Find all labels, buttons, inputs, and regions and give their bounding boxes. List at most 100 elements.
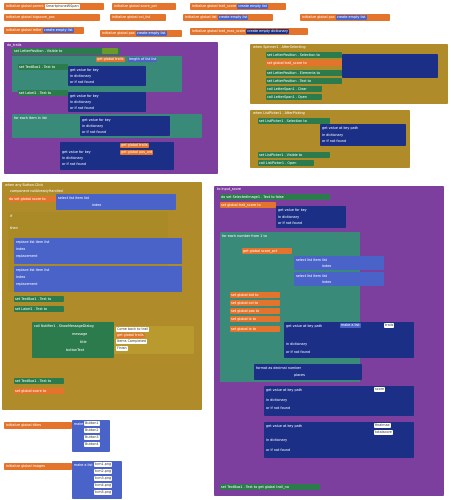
component-setter[interactable]: set Label1 . Text to (14, 306, 64, 312)
init-block[interactable]: initialize global images (4, 463, 72, 470)
init-block[interactable]: initialize global pos create empty list (300, 14, 390, 21)
variable-setter[interactable]: set global ix to (230, 326, 280, 332)
join-text[interactable]: Items Completed (116, 339, 148, 344)
dict-lookup[interactable]: get value at key path in dictionary or i… (264, 422, 414, 458)
format-decimal[interactable]: format as decimal number places (254, 364, 362, 380)
component-call[interactable]: call ListPicker1 . Open (258, 160, 314, 166)
setter-label: set global trail_score to (267, 61, 307, 65)
setter-label: set global score to (15, 389, 47, 393)
get-trails[interactable]: get global trails (96, 57, 125, 62)
make-list[interactable]: make a list (340, 323, 361, 328)
variable-setter[interactable]: set global trail_score to (220, 202, 276, 208)
path-key[interactable]: totalscore (374, 430, 393, 435)
component-call[interactable]: call LetterSpan1 . Clear (266, 86, 322, 92)
init-block[interactable]: initialize global list create empty list (183, 14, 273, 21)
init-block[interactable]: initialize global pos create empty list (100, 30, 182, 37)
init-label: initialize global (6, 28, 32, 32)
procedure-do-trails[interactable]: do_trails set LetterPosition . Visible t… (4, 42, 218, 174)
join-text[interactable]: Finish (116, 346, 128, 351)
var-name: trail_score (218, 4, 237, 8)
init-block[interactable]: initialize global parent SmartphoneWSpan (4, 3, 104, 10)
dict-lookup[interactable]: get value at key path in dictionary or i… (320, 124, 406, 146)
variable-setter[interactable]: set global score to (14, 388, 64, 394)
component-setter[interactable]: set ListPicker1 . Selection to (258, 118, 330, 124)
init-block[interactable]: initialize global col_list (110, 14, 166, 21)
component-setter[interactable]: set ListPicker1 . Visible to (258, 152, 330, 158)
block-check[interactable] (102, 48, 118, 54)
init-label: initialize global (6, 4, 32, 8)
variable-setter[interactable]: set global ix to (230, 316, 280, 322)
init-block[interactable]: initialize global trail_max_score create… (190, 28, 308, 35)
dict-lookup[interactable]: get value at key path in dictionary or i… (264, 386, 414, 416)
list-item[interactable]: Button3 (84, 435, 100, 440)
init-label: initialize global (6, 423, 32, 427)
list-item[interactable]: tcm3.png (94, 476, 113, 481)
join-text[interactable]: Come back to trail (116, 327, 150, 332)
dict-lookup[interactable]: get value for key in dictionary or if no… (68, 92, 146, 112)
variable-setter[interactable]: do set global score to (8, 196, 56, 202)
setter-label: do set global score to (9, 197, 46, 201)
path-key[interactable]: trails (384, 323, 395, 328)
list-item[interactable]: Button4 (84, 442, 100, 447)
dict-lookup[interactable]: get value for key in dictionary or if no… (68, 66, 146, 86)
dict-lookup[interactable]: get global trails get global pos_ord get… (60, 142, 174, 170)
length-of-list[interactable]: length of list list (128, 57, 158, 62)
list-label: replace list item list (16, 240, 50, 244)
var-name: score_pct (140, 4, 157, 8)
dict-label: in dictionary (286, 342, 308, 346)
init-block[interactable]: initialize global bigscore_pos (4, 14, 100, 21)
list-item[interactable]: Button1 (84, 421, 100, 426)
list-item[interactable]: tcm1.png (94, 462, 113, 467)
event-spinner-afterselecting[interactable]: when Spinner1 . AfterSelecting set Lette… (250, 44, 448, 104)
procedure-input-score[interactable]: to input_score do set SelectedImage1 . T… (214, 186, 444, 496)
list-item[interactable]: Button2 (84, 428, 100, 433)
component-setter[interactable]: set LetterPosition . Elements to (266, 70, 342, 76)
init-block[interactable]: initialize global trail_score create emp… (190, 3, 286, 10)
component-setter[interactable]: do set SelectedImage1 . Text to false (220, 194, 330, 200)
dict-lookup[interactable]: get value for key in dictionary or if no… (80, 116, 170, 136)
replace-list-item[interactable]: replace list item list index replacement (14, 266, 182, 292)
component-setter[interactable]: set LetterPosition . Visible to (12, 48, 120, 55)
component-setter[interactable]: set TextBox1 . Text to get global trail_… (220, 484, 320, 490)
event-listpicker-afterpicking[interactable]: when ListPicker1 . AfterPicking set List… (250, 110, 410, 168)
component-setter[interactable]: set Label1 . Text to (18, 90, 68, 96)
for-range-loop[interactable]: for each number from 1 to (220, 232, 360, 382)
variable-setter[interactable]: set global col to (230, 300, 280, 306)
init-block[interactable]: initialize global letter create empty li… (4, 27, 84, 34)
dict-lookup[interactable] (342, 54, 438, 78)
event-any-button-click[interactable]: when any Button.Click component notAlrea… (2, 182, 202, 410)
param-label: message (72, 332, 88, 336)
component-setter[interactable]: set TextBox1 . Text to (14, 296, 64, 302)
component-setter[interactable]: set LetterPosition . Selection to (266, 52, 342, 58)
component-setter[interactable]: set LetterPosition . Text to (266, 78, 342, 84)
dict-lookup[interactable]: get value for key in dictionary or if no… (276, 206, 346, 228)
variable-setter[interactable]: set global pos to (230, 308, 280, 314)
init-block[interactable]: initialize global score_pct (112, 3, 176, 10)
path-key[interactable]: score (374, 387, 386, 392)
list-item[interactable]: tcm5.png (94, 490, 113, 495)
variable-setter[interactable]: set global bid to (230, 292, 280, 298)
init-block[interactable]: initialize global titles (4, 422, 72, 429)
select-list-item[interactable]: select list item list index (294, 256, 384, 270)
replace-list-item[interactable]: replace list item list index replacement (14, 238, 182, 264)
param-label: buttonText (66, 348, 85, 352)
component-call[interactable]: call LetterSpan1 . Open (266, 94, 322, 100)
setter-label: set LetterPosition . Selection to (267, 53, 320, 57)
component-setter[interactable]: set TextBox1 . Text to (18, 64, 68, 70)
path-key[interactable]: finalmax (374, 423, 391, 428)
dict-label: in dictionary (266, 438, 288, 442)
variable-setter[interactable]: set global trail_score to (266, 60, 342, 66)
component-setter[interactable]: set TextBox1 . Text to (14, 378, 64, 384)
select-list-item[interactable]: select list item list index (294, 272, 384, 286)
list-item[interactable]: tcm4.png (94, 483, 113, 488)
get-pos-ord[interactable]: get global pos_ord (120, 150, 154, 155)
get-trails[interactable]: get global trails (120, 143, 149, 148)
list-item[interactable]: tcm2.png (94, 469, 113, 474)
select-list-item[interactable]: select list item list index (56, 194, 176, 210)
join-block[interactable]: Come back to trail get global trails Ite… (114, 326, 194, 354)
dict-lookup[interactable]: get value at key path make a list in dic… (284, 322, 414, 358)
dict-label: get value for key (70, 94, 99, 98)
notifier-call[interactable]: call Notifier1 . ShowMessageDialog messa… (32, 322, 114, 358)
get-variable[interactable]: get global score_pct (242, 248, 292, 254)
get-trails[interactable]: get global trails (116, 333, 145, 338)
